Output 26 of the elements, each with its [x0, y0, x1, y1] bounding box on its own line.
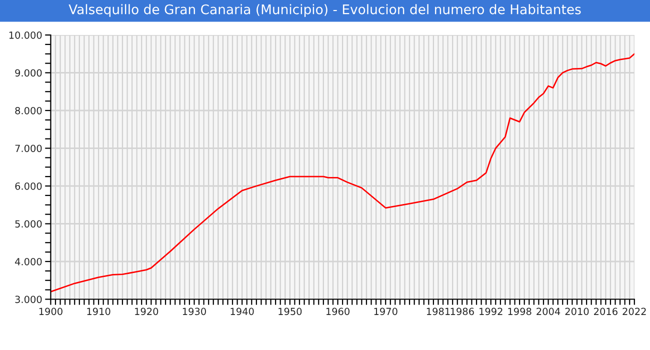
- chart-title: Valsequillo de Gran Canaria (Municipio) - Evolucion del numero de Habitantes: [68, 4, 581, 17]
- y-tick-label: 10.000: [9, 31, 42, 39]
- y-tick-label: 9.000: [15, 69, 42, 77]
- x-tick-label: 1986: [450, 308, 474, 316]
- x-tick-label: 1960: [326, 308, 350, 316]
- y-tick-label: 3.000: [15, 296, 42, 304]
- x-tick-label: 2004: [536, 308, 560, 316]
- x-tick-label: 2016: [594, 308, 618, 316]
- x-tick-label: 1930: [182, 308, 206, 316]
- x-tick-label: 1981: [426, 308, 450, 316]
- y-tick-label: 4.000: [15, 258, 42, 266]
- x-tick-label: 1920: [135, 308, 158, 316]
- y-tick-label: 8.000: [15, 106, 42, 114]
- x-tick-label: 1992: [480, 308, 502, 316]
- x-tick-label: 1998: [508, 308, 532, 316]
- x-tick-label: 1900: [39, 308, 62, 316]
- line-series: [50, 53, 634, 292]
- y-tick-label: 7.000: [15, 144, 42, 152]
- x-tick-label: 2010: [565, 308, 589, 316]
- x-tick-label: 1940: [230, 308, 254, 316]
- y-tick-label: 5.000: [15, 220, 42, 228]
- x-tick-label: 2022: [622, 308, 646, 316]
- x-tick-label: 1950: [278, 308, 302, 316]
- x-tick-label: 1970: [374, 308, 398, 316]
- x-tick-label: 1910: [87, 308, 110, 316]
- y-tick-label: 6.000: [15, 182, 42, 190]
